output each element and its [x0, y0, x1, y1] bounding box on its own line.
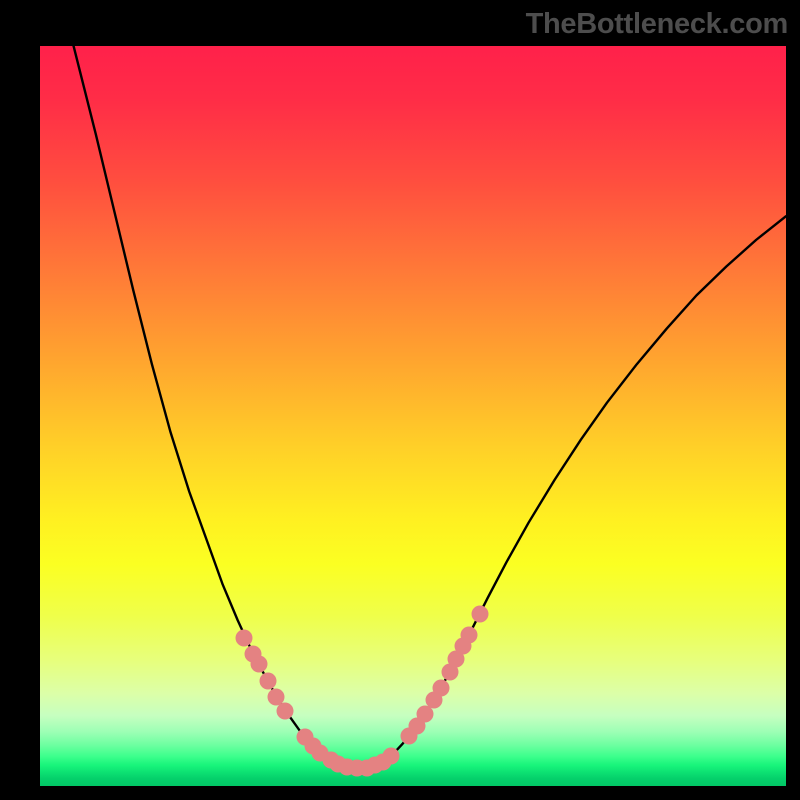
curve-marker [251, 655, 268, 672]
curve-marker [383, 747, 400, 764]
bottleneck-curve [62, 46, 786, 768]
curve-marker [472, 606, 489, 623]
plot-area [40, 46, 786, 786]
curve-marker [433, 679, 450, 696]
curve-marker [260, 672, 277, 689]
curve-layer [40, 46, 786, 786]
watermark-text: TheBottleneck.com [526, 8, 788, 41]
curve-marker [277, 703, 294, 720]
chart-frame: TheBottleneck.com [0, 0, 800, 800]
curve-marker [236, 630, 253, 647]
curve-marker [460, 627, 477, 644]
